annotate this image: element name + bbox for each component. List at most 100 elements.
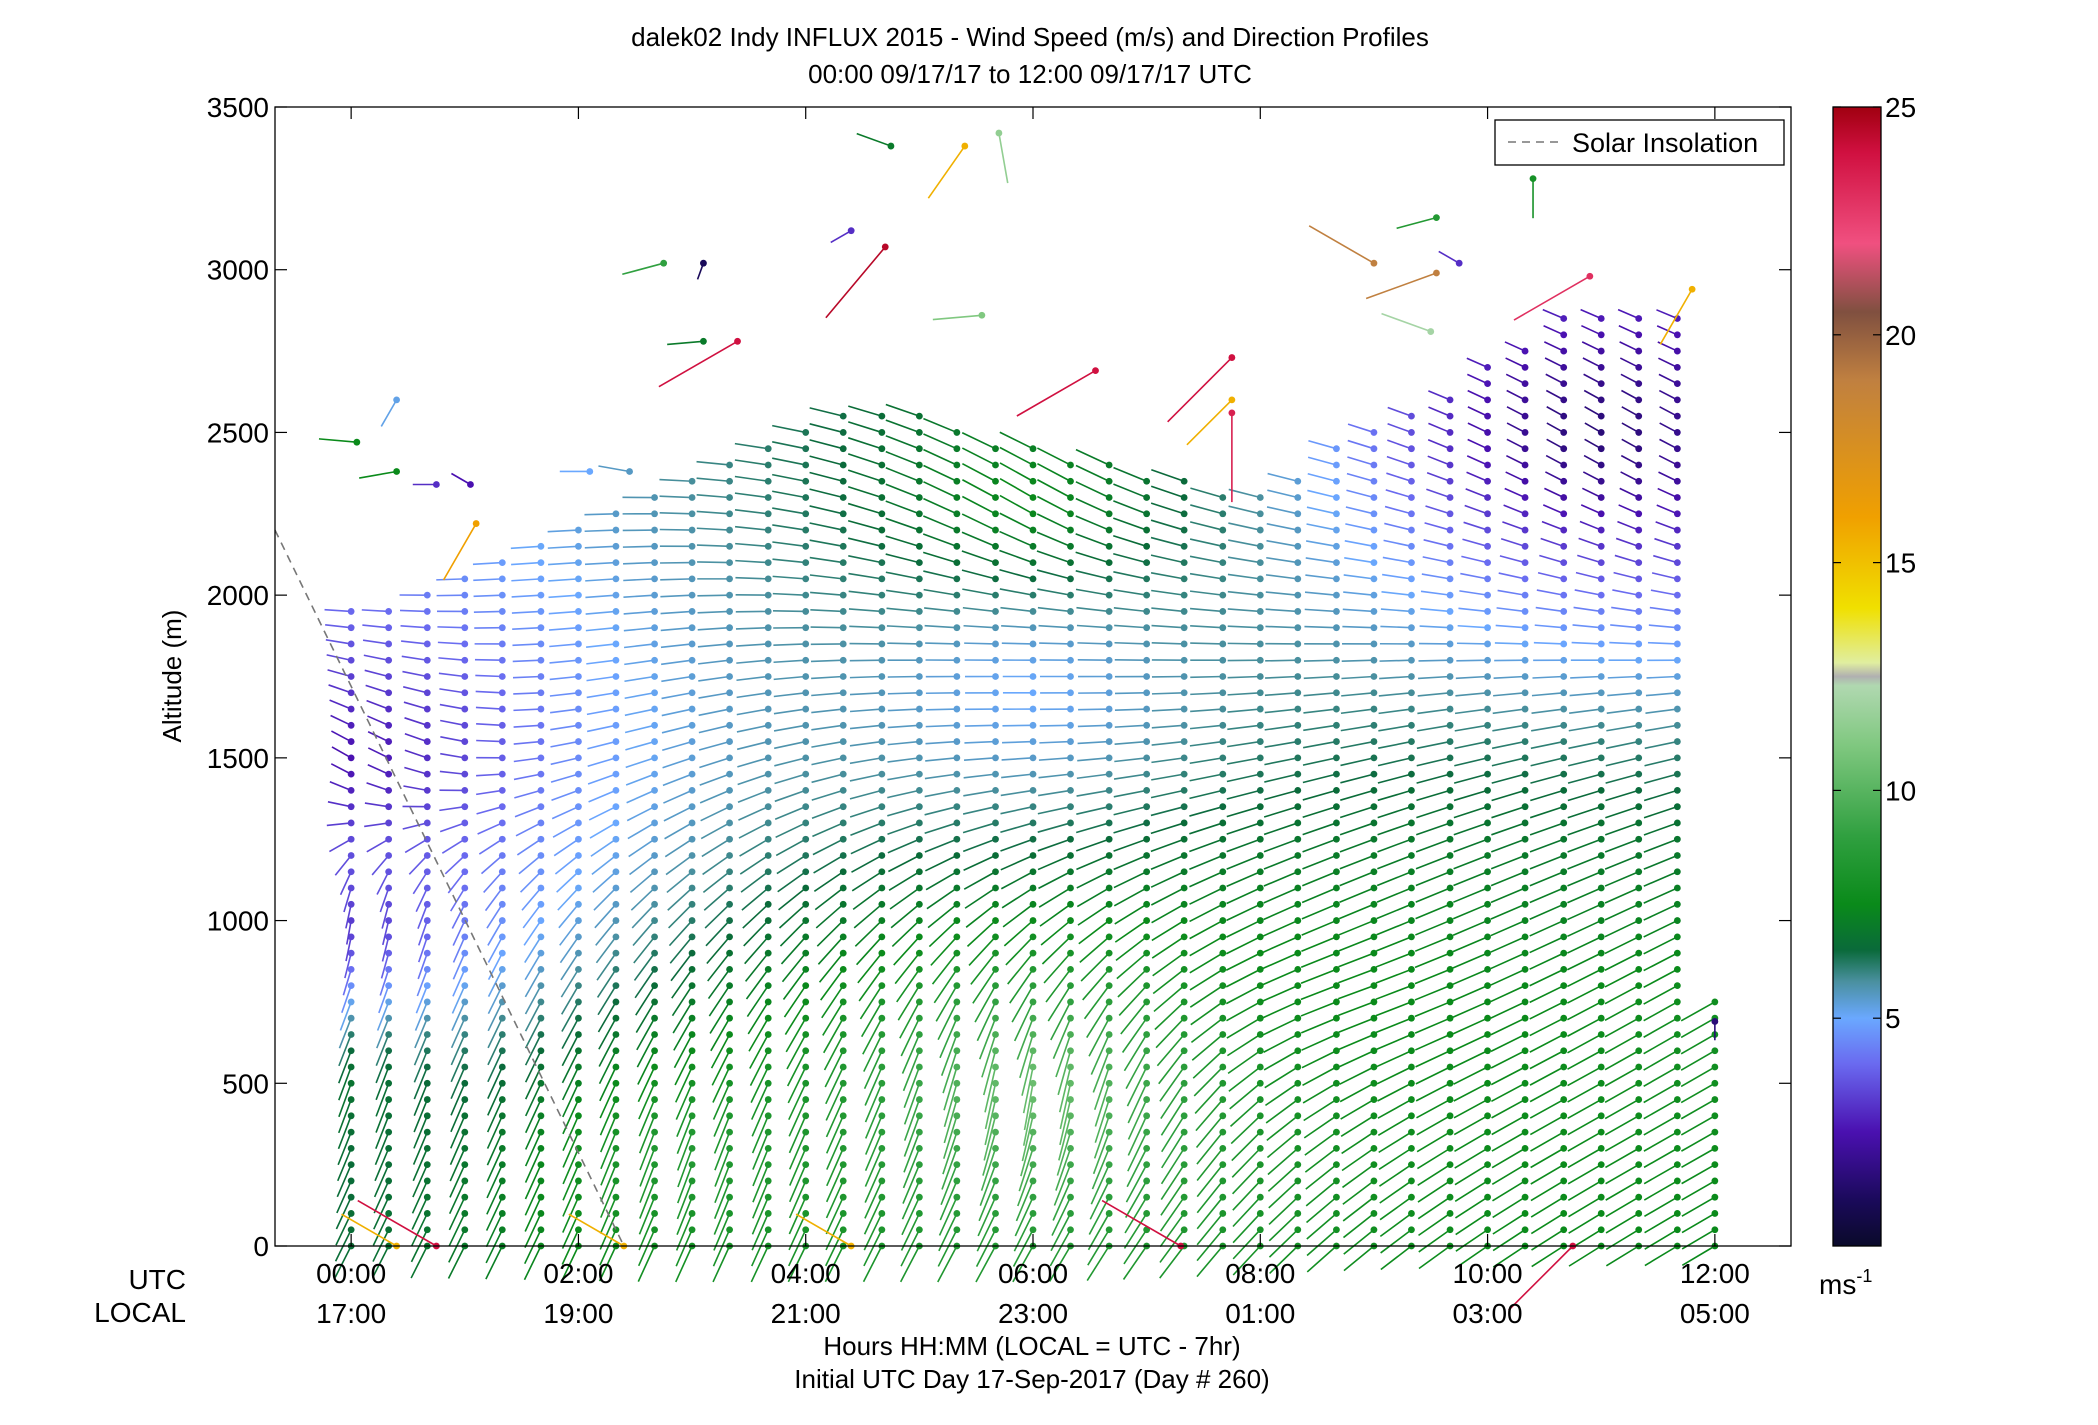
wind-barb-shaft [1417,691,1451,697]
wind-barb-dot [612,608,620,615]
wind-barb-dot [612,1047,620,1055]
wind-barb-shaft [1303,1098,1337,1122]
wind-barb-shaft [809,556,844,564]
wind-barb-dot [423,1128,431,1136]
wind-barb-dot [575,689,582,697]
wind-barb-dot [1408,1112,1415,1120]
wind-barb [1377,1079,1415,1102]
wind-barb [713,1193,733,1235]
wind-barb-shaft [1543,324,1565,336]
wind-barb [562,1112,582,1152]
wind-barb-dot [1029,1193,1037,1201]
wind-barb-dot [1333,1177,1340,1185]
wind-barb [1573,606,1605,615]
wind-barb-shaft [1567,919,1602,938]
wind-barb [1452,1047,1491,1069]
wind-barb [888,868,923,891]
wind-barb-dot [1294,933,1302,941]
wind-barb-dot [1446,1210,1454,1217]
wind-barb-dot [1029,1177,1037,1185]
wind-barb-shaft [811,789,844,801]
wind-barb [365,684,393,697]
wind-barb [1226,803,1264,818]
wind-barb-shaft [403,785,428,792]
wind-barb-shaft [473,578,503,582]
wind-barb [962,462,999,485]
wind-barb-shaft [822,1001,844,1036]
wind-barb [1339,1063,1378,1085]
wind-barb [1426,471,1454,485]
wind-barb-dot [802,1128,810,1136]
wind-barb-dot [1597,738,1605,745]
wind-barb-dot [688,803,696,811]
wind-barb-shaft [961,447,996,466]
wind-barb [585,608,620,615]
wind-barb-shaft [1196,1212,1224,1246]
wind-barb-dot [802,608,810,615]
wind-barb-shaft [639,1180,656,1219]
wind-barb-shaft [1226,773,1261,783]
wind-barb-dot [953,803,961,811]
wind-barb-dot [1560,624,1568,632]
wind-barb-dot [1333,754,1340,762]
wind-barb-dot [953,787,961,794]
wind-barb [1499,555,1529,566]
wind-barb-dot [575,868,582,876]
wind-barb-shaft [412,871,428,895]
wind-barb-shaft [1378,1163,1412,1187]
wind-barb-dot [575,1177,582,1185]
wind-barb-shaft [1301,1033,1337,1051]
wind-barb [1229,1079,1264,1110]
wind-barb-dot [612,998,620,1006]
wind-barb-dot [764,787,772,794]
wind-barb [1542,504,1568,518]
wind-barb-shaft [857,952,883,984]
wind-barb-dot [1029,608,1037,615]
wind-barb-dot [1067,819,1074,827]
wind-barb-dot [1294,770,1302,778]
wind-barb-shaft [789,1148,807,1186]
wind-barb-shaft [440,752,465,759]
wind-barb-shaft [524,1148,542,1183]
wind-barb-dot [537,608,545,615]
wind-barb-shaft [366,838,390,853]
wind-barb-shaft [1267,1164,1299,1192]
wind-barb-dot [1408,754,1415,762]
wind-barb-dot [953,770,961,778]
wind-barb-dot [1484,494,1491,501]
wind-barb-shaft [676,1164,693,1204]
wind-barb-shaft [1387,423,1412,434]
wind-barb [551,787,582,802]
wind-barb-shaft [1492,708,1526,715]
wind-barb-dot [1521,624,1529,632]
wind-barb [1263,835,1302,853]
wind-barb-shaft [752,1164,769,1203]
wind-barb-shaft [638,1196,656,1235]
wind-barb-dot [1067,510,1074,518]
wind-barb-dot [651,624,658,632]
wind-barb [1417,705,1454,715]
wind-barb-dot [347,770,355,778]
wind-barb [713,1096,733,1137]
wind-barb-dot [1484,591,1491,599]
wind-barb-dot [537,705,545,713]
wind-barb [524,1014,545,1049]
wind-barb-dot [1219,494,1227,501]
wind-barb [1582,487,1605,501]
wind-barb-shaft [1087,1229,1110,1266]
wind-barb-shaft [774,740,806,750]
wind-barb-shaft [1189,555,1223,564]
wind-barb [586,689,620,699]
wind-barb-shaft [891,919,920,948]
wind-barb-dot [1560,884,1568,892]
wind-barb-dot [1560,494,1568,501]
wind-barb-dot [1105,608,1113,615]
wind-barb-shaft [1227,740,1261,748]
wind-barb-dot [651,494,658,501]
wind-barb-shaft [1420,590,1451,596]
wind-barb-dot [537,640,545,648]
wind-barb-dot [992,1226,999,1234]
wind-barb-shaft [413,1066,429,1100]
wind-barb [416,965,431,997]
wind-barb-dot [726,721,733,729]
